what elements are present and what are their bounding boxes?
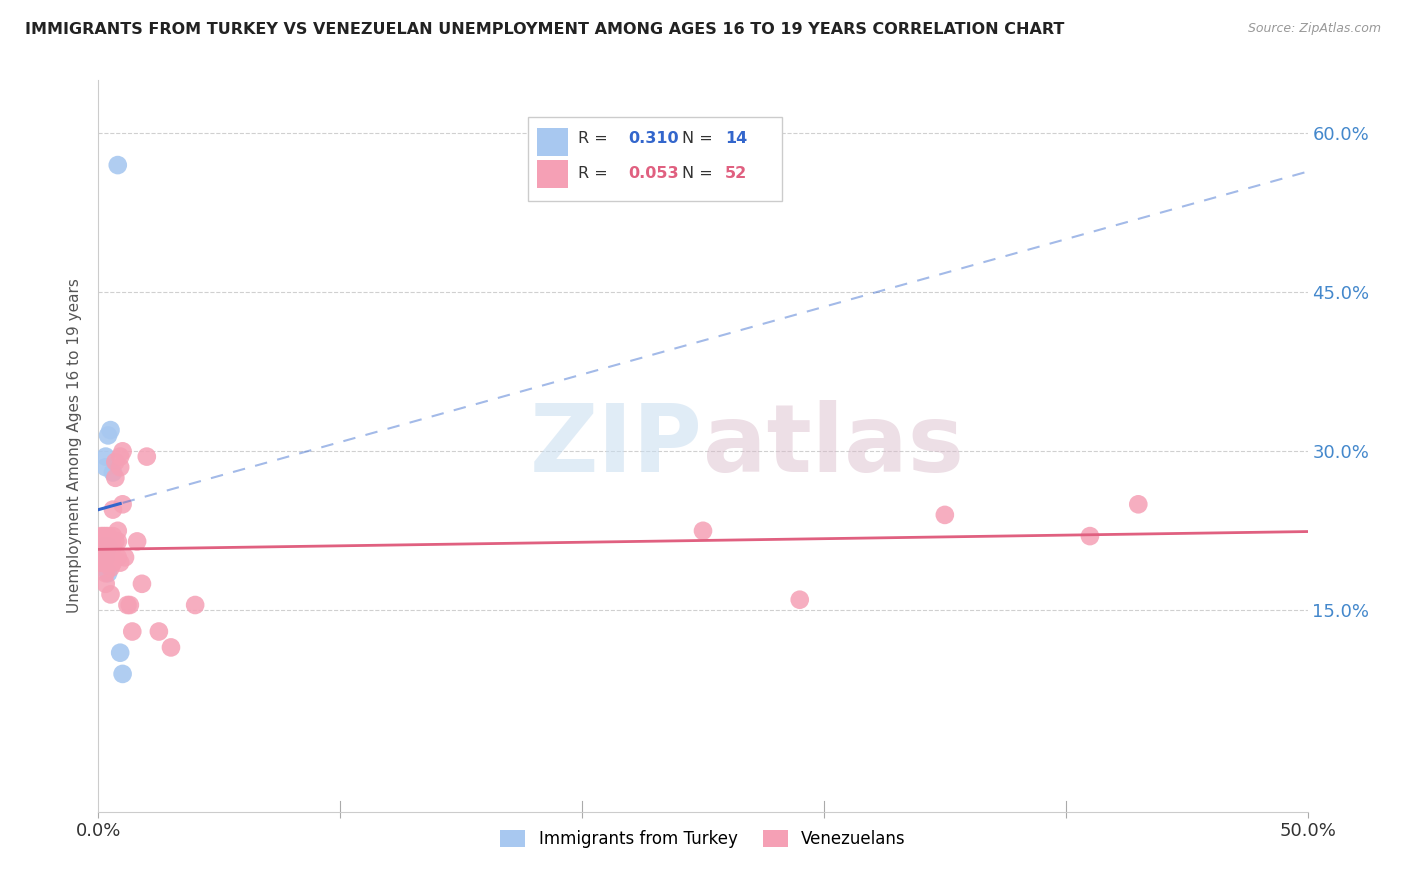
FancyBboxPatch shape (537, 128, 568, 155)
Point (692, 524, 714, 538)
Point (101, 502, 124, 516)
Point (107, 158, 129, 172)
Point (94, 556, 117, 570)
FancyBboxPatch shape (527, 117, 782, 201)
Point (97, 534, 120, 549)
Point (160, 640, 183, 655)
Text: IMMIGRANTS FROM TURKEY VS VENEZUELAN UNEMPLOYMENT AMONG AGES 16 TO 19 YEARS CORR: IMMIGRANTS FROM TURKEY VS VENEZUELAN UNE… (25, 22, 1064, 37)
Text: N =: N = (682, 167, 718, 181)
Point (108, 646, 131, 660)
Point (90, 550, 112, 565)
Point (101, 529, 124, 543)
Point (97, 550, 120, 565)
Point (111, 444, 134, 458)
Point (94, 550, 117, 565)
Point (111, 667, 134, 681)
Text: ZIP: ZIP (530, 400, 703, 492)
Point (114, 550, 136, 565)
Point (100, 587, 122, 601)
Text: R =: R = (578, 131, 613, 146)
Point (184, 598, 207, 612)
Point (91, 540, 114, 554)
Point (97, 566, 120, 581)
Point (1128, 497, 1150, 511)
Point (118, 598, 141, 612)
Point (934, 508, 956, 522)
Point (91, 556, 114, 570)
Point (107, 524, 129, 538)
Point (101, 466, 124, 480)
Point (108, 450, 131, 464)
Point (104, 534, 127, 549)
Point (94, 529, 117, 543)
Point (107, 534, 129, 549)
Text: R =: R = (578, 167, 613, 181)
Point (1078, 529, 1101, 543)
Text: 52: 52 (724, 167, 747, 181)
Point (91, 540, 114, 554)
Point (107, 550, 129, 565)
Point (91, 556, 114, 570)
Text: 14: 14 (724, 131, 747, 146)
Point (108, 460, 131, 475)
Point (90, 556, 112, 570)
Point (97, 556, 120, 570)
Point (94, 450, 117, 464)
Point (789, 592, 811, 607)
Point (91, 550, 114, 565)
Point (97, 529, 120, 543)
Point (148, 624, 170, 639)
Point (127, 534, 149, 549)
Point (91, 529, 114, 543)
Point (94, 460, 117, 475)
Point (94, 576, 117, 591)
Point (104, 471, 127, 485)
Point (111, 497, 134, 511)
Point (104, 455, 127, 469)
Text: Source: ZipAtlas.com: Source: ZipAtlas.com (1247, 22, 1381, 36)
Text: 0.310: 0.310 (628, 131, 679, 146)
Text: atlas: atlas (703, 400, 965, 492)
Y-axis label: Unemployment Among Ages 16 to 19 years: Unemployment Among Ages 16 to 19 years (67, 278, 83, 614)
Point (90, 540, 112, 554)
Point (117, 598, 139, 612)
Point (121, 624, 143, 639)
Point (91, 556, 114, 570)
Point (97, 428, 120, 442)
Point (94, 566, 117, 581)
Point (135, 450, 157, 464)
Point (91, 545, 114, 559)
Point (100, 534, 122, 549)
Legend: Immigrants from Turkey, Venezuelans: Immigrants from Turkey, Venezuelans (494, 823, 912, 855)
Text: N =: N = (682, 131, 718, 146)
Point (90, 529, 112, 543)
Point (100, 561, 122, 575)
FancyBboxPatch shape (537, 160, 568, 188)
Point (131, 576, 153, 591)
Point (108, 556, 131, 570)
Point (97, 540, 120, 554)
Point (101, 556, 124, 570)
Point (100, 423, 122, 437)
Point (101, 540, 124, 554)
Point (90, 545, 112, 559)
Text: 0.053: 0.053 (628, 167, 679, 181)
Point (94, 550, 117, 565)
